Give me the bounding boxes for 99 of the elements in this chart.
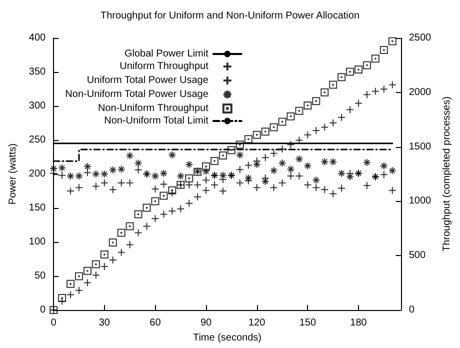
point [218, 171, 227, 180]
point [100, 170, 108, 178]
point [185, 174, 194, 182]
point [66, 172, 75, 180]
point [320, 88, 329, 96]
point [362, 158, 371, 166]
point [270, 166, 278, 175]
point [261, 128, 270, 136]
point [134, 210, 142, 218]
point [388, 166, 396, 175]
point [160, 169, 168, 178]
point [92, 170, 100, 178]
point [270, 123, 278, 132]
x-tick-label: 180 [350, 318, 368, 328]
point [252, 160, 261, 168]
point [312, 97, 320, 106]
point [83, 266, 92, 275]
point [236, 150, 244, 159]
point [380, 162, 388, 170]
y-axis-title: Power (watts) [8, 143, 18, 205]
point [210, 156, 219, 165]
y-tick-label: 100 [28, 236, 46, 248]
y2-axis-title: Throughput (completed processes) [442, 96, 452, 252]
point [176, 172, 185, 180]
point [346, 172, 354, 181]
point [126, 152, 134, 160]
y2-tick-label: 0 [408, 304, 415, 316]
legend-label: Global Power Limit [124, 48, 209, 60]
y-tick-label: 300 [28, 100, 46, 112]
point [261, 177, 270, 186]
point [329, 80, 338, 89]
point [142, 204, 151, 212]
y2-tick-label: 2500 [408, 32, 432, 44]
point [227, 146, 236, 154]
point [74, 272, 83, 280]
point [100, 250, 108, 259]
point [151, 197, 160, 206]
y-tick-label: 50 [34, 270, 46, 282]
legend-label: Uniform Total Power Usage [86, 75, 209, 86]
point [286, 112, 295, 120]
y-tick-label: 0 [40, 304, 46, 316]
point [108, 166, 117, 174]
point [320, 158, 329, 166]
y-tick-label: 400 [28, 32, 46, 44]
point [58, 294, 66, 302]
point [304, 162, 312, 170]
chart-title: Throughput for Uniform and Non-Uniform Power Allocation [100, 10, 360, 22]
x-tick-label: 30 [98, 318, 110, 328]
point [295, 155, 304, 164]
point [92, 260, 100, 268]
point [151, 172, 160, 180]
point [236, 140, 244, 149]
point [354, 66, 363, 74]
legend-label: Non-Uniform Total Limit [104, 116, 209, 126]
point [74, 172, 83, 180]
point [108, 238, 117, 247]
point [185, 160, 194, 168]
point [126, 222, 134, 230]
point [388, 37, 396, 46]
y2-tick-label: 1000 [408, 196, 432, 207]
point [202, 162, 210, 170]
point [244, 135, 252, 144]
y-tick-label: 250 [28, 134, 46, 146]
y-tick-label: 150 [28, 202, 46, 214]
y2-tick-label: 2000 [408, 86, 432, 98]
point [380, 46, 388, 54]
point [244, 174, 252, 182]
point [338, 73, 346, 82]
point [329, 158, 338, 166]
point [168, 150, 176, 159]
point [304, 101, 312, 110]
y2-tick-label: 500 [408, 250, 426, 262]
point [278, 159, 286, 168]
x-tick-label: 150 [299, 318, 316, 328]
y-tick-label: 350 [28, 66, 46, 78]
point [252, 130, 261, 139]
point [338, 169, 346, 178]
legend-label: Non-Uniform Total Power Usage [65, 89, 209, 100]
legend-label: Uniform Throughput [120, 61, 209, 72]
point [202, 167, 210, 176]
point [117, 228, 126, 237]
point [117, 165, 126, 174]
point [371, 54, 380, 63]
legend-label: Non-Uniform Throughput [98, 103, 209, 114]
y-tick-label: 200 [28, 168, 46, 180]
x-axis-title: Time (seconds) [192, 332, 262, 344]
point [160, 192, 168, 200]
point [278, 118, 286, 126]
point [346, 68, 354, 76]
y2-tick-label: 1500 [408, 141, 432, 152]
x-tick-label: 60 [150, 318, 162, 328]
point [295, 106, 304, 115]
point [168, 186, 176, 194]
point [362, 61, 371, 70]
x-tick-label: 0 [50, 318, 57, 328]
point [66, 280, 75, 288]
point [218, 152, 227, 160]
x-tick-label: 120 [248, 318, 266, 328]
x-tick-label: 90 [200, 318, 212, 328]
